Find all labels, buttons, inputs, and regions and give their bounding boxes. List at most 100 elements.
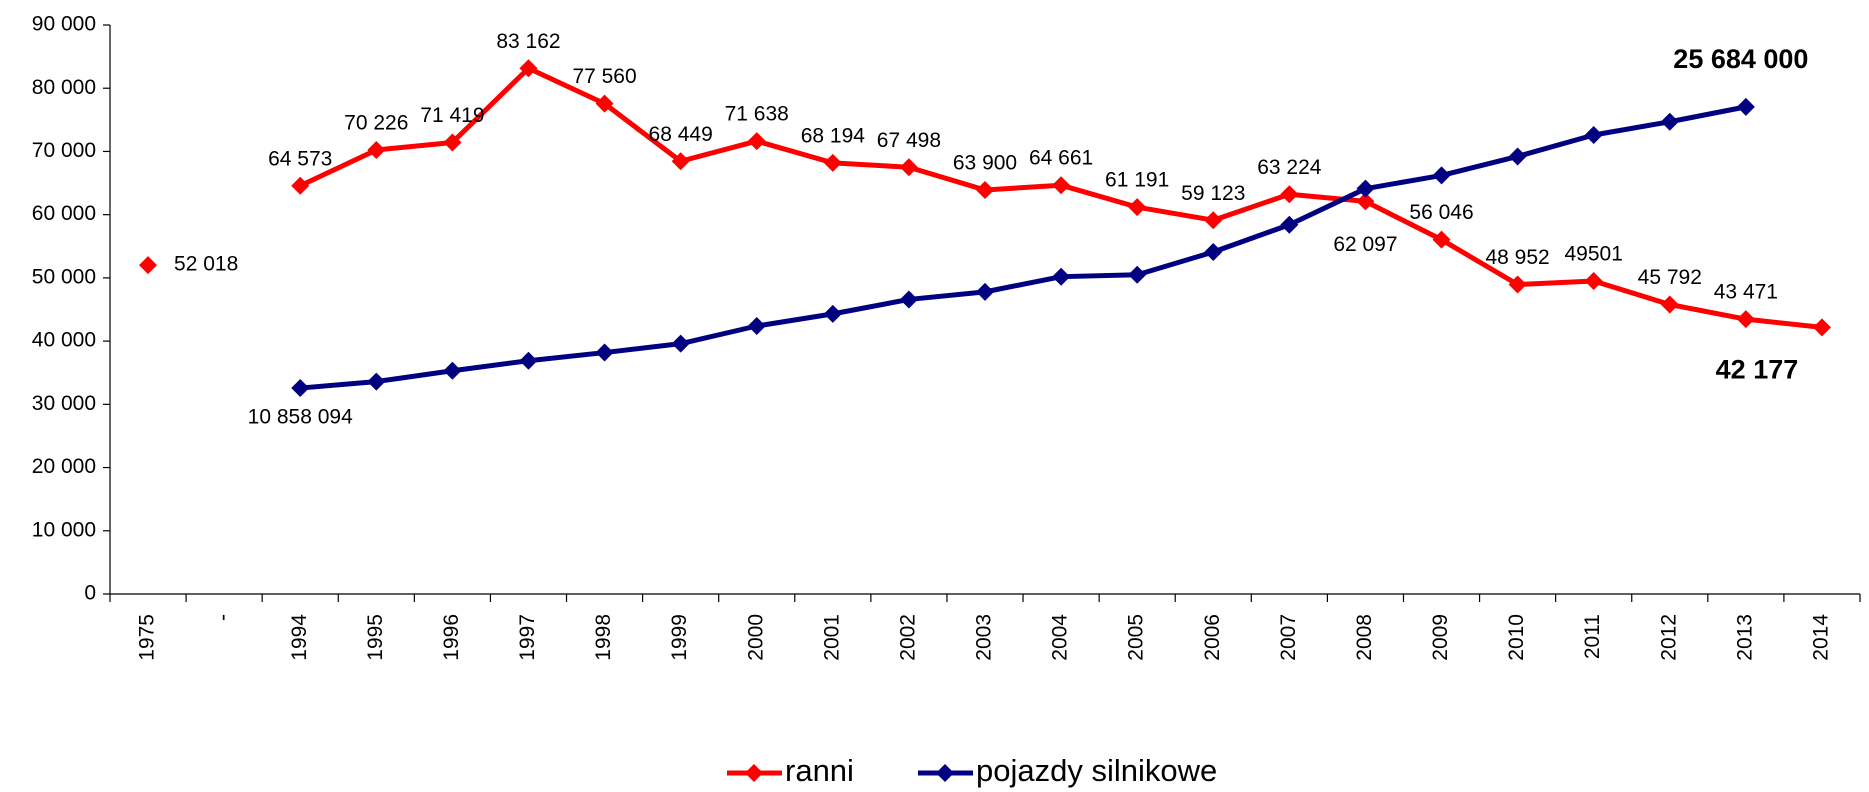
x-tick-label: 2001 (820, 614, 843, 661)
data-point (291, 379, 310, 398)
x-tick-label: 2002 (896, 614, 919, 661)
x-tick-label: 2009 (1429, 614, 1452, 661)
data-label: 25 684 000 (1673, 44, 1808, 74)
x-tick-label: - (212, 614, 235, 621)
data-point (291, 176, 310, 195)
y-tick-label: 10 000 (32, 518, 96, 541)
x-tick-label: 2000 (744, 614, 767, 661)
data-point (1052, 176, 1071, 195)
x-tick-label: 2011 (1581, 614, 1604, 659)
data-point (823, 304, 842, 323)
x-tick-label: 1995 (364, 614, 387, 661)
x-tick-label: 2007 (1277, 614, 1300, 661)
data-label: 68 449 (649, 123, 713, 146)
data-label: 70 226 (344, 112, 408, 135)
x-tick-label: 2013 (1733, 614, 1756, 661)
data-point (1508, 147, 1527, 166)
y-tick-label: 80 000 (32, 76, 96, 99)
data-point (976, 181, 994, 200)
data-point (1736, 310, 1755, 329)
data-point (899, 290, 918, 309)
data-point (519, 351, 538, 370)
data-point (1432, 230, 1451, 249)
y-tick-label: 40 000 (32, 329, 96, 352)
data-point (1584, 126, 1603, 145)
data-label: 64 573 (268, 147, 332, 170)
data-label: 64 661 (1029, 147, 1093, 170)
y-tick-label: 90 000 (32, 13, 96, 36)
data-point (1280, 215, 1299, 234)
x-tick-label: 2003 (973, 614, 996, 661)
data-label: 62 097 (1333, 233, 1397, 256)
data-point (1812, 318, 1831, 337)
data-label: 77 560 (572, 65, 636, 88)
data-point (367, 141, 386, 160)
data-point (595, 94, 614, 113)
data-point (367, 372, 386, 391)
data-point (1356, 179, 1375, 198)
data-label: 59 123 (1181, 182, 1245, 205)
legend-label: ranni (785, 753, 854, 788)
x-tick-label: 1996 (440, 614, 463, 661)
data-point (671, 334, 690, 353)
data-point (823, 153, 842, 172)
data-point (1128, 198, 1147, 217)
data-label: 56 046 (1409, 201, 1473, 224)
x-tick-label: 2006 (1201, 614, 1224, 661)
data-point (899, 158, 918, 177)
y-tick-label: 60 000 (32, 202, 96, 225)
data-point (1660, 295, 1679, 314)
y-tick-label: 20 000 (32, 455, 96, 478)
data-point (1432, 166, 1451, 185)
data-point (1280, 185, 1299, 204)
x-tick-label: 1997 (516, 614, 539, 661)
legend-marker (936, 764, 954, 782)
x-tick-label: 2008 (1353, 614, 1376, 661)
data-label: 49501 (1564, 243, 1622, 266)
data-label: 52 018 (174, 253, 238, 276)
series-line (300, 104, 1747, 391)
data-point (976, 282, 994, 301)
data-point (595, 343, 614, 362)
data-label: 63 900 (953, 152, 1017, 175)
data-point (1204, 243, 1223, 262)
data-point (747, 317, 766, 336)
data-label: 45 792 (1638, 266, 1702, 289)
data-label: 10 858 094 (248, 406, 353, 429)
data-point (443, 361, 462, 380)
x-tick-label: 1998 (592, 614, 615, 661)
data-label: 83 162 (496, 30, 560, 53)
x-tick-label: 1975 (136, 614, 159, 661)
legend-label: pojazdy silnikowe (976, 753, 1217, 788)
y-tick-label: 0 (84, 582, 96, 605)
data-point (1128, 265, 1147, 284)
data-point (671, 152, 690, 171)
x-tick-label: 1994 (288, 614, 311, 661)
data-point (1052, 267, 1071, 286)
data-point (747, 132, 766, 151)
data-point (1736, 97, 1755, 116)
data-point (139, 256, 158, 275)
x-tick-label: 1999 (668, 614, 691, 661)
data-point (1356, 192, 1375, 211)
y-tick-label: 50 000 (32, 265, 96, 288)
data-label: 68 194 (801, 124, 866, 147)
data-point (443, 133, 462, 152)
data-point (1204, 211, 1223, 230)
y-tick-label: 30 000 (32, 392, 96, 415)
x-tick-label: 2005 (1125, 614, 1148, 661)
legend-marker (745, 764, 763, 782)
data-label: 61 191 (1105, 169, 1169, 192)
y-tick-label: 70 000 (32, 139, 96, 162)
x-tick-label: 2012 (1657, 614, 1680, 661)
data-point (1660, 112, 1679, 131)
data-label: 43 471 (1714, 281, 1778, 304)
data-label: 42 177 (1716, 354, 1799, 384)
data-point (1508, 275, 1527, 294)
data-label: 71 419 (420, 104, 484, 127)
x-tick-label: 2004 (1049, 614, 1072, 661)
data-label: 48 952 (1485, 246, 1549, 269)
data-label: 63 224 (1257, 156, 1322, 179)
data-point (519, 59, 538, 78)
